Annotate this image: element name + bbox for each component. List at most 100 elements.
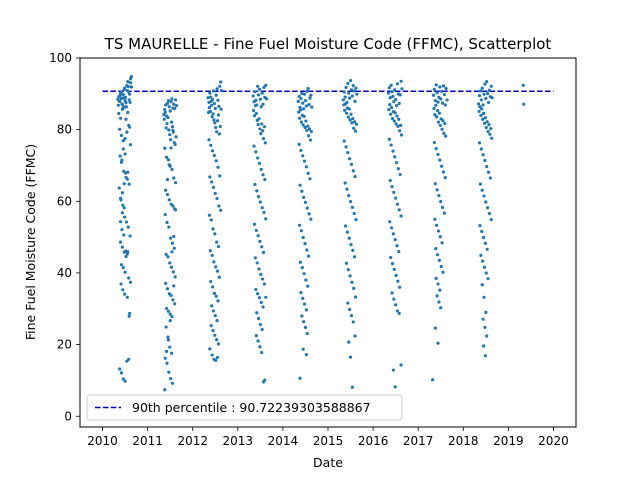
data-point — [345, 230, 349, 234]
data-point — [120, 228, 124, 232]
data-point — [167, 198, 171, 202]
data-point — [442, 131, 446, 135]
data-point — [351, 116, 355, 121]
data-point — [351, 83, 355, 88]
data-point — [393, 111, 397, 115]
data-point — [216, 299, 220, 303]
data-point — [123, 86, 127, 90]
data-point — [214, 358, 218, 362]
x-tick-label: 2017 — [403, 434, 434, 448]
data-point — [171, 128, 175, 132]
data-point — [344, 261, 349, 265]
data-point — [397, 208, 401, 212]
data-point — [214, 294, 218, 298]
data-point — [436, 282, 440, 286]
data-point — [352, 126, 356, 130]
data-point — [353, 174, 357, 179]
data-point — [169, 138, 173, 142]
data-point — [482, 265, 487, 269]
data-point — [121, 147, 125, 151]
data-point — [165, 220, 169, 225]
data-point — [346, 268, 350, 272]
data-point — [438, 288, 442, 292]
data-point — [439, 264, 443, 269]
data-point — [211, 89, 216, 93]
data-point — [119, 282, 123, 286]
data-point — [128, 311, 132, 316]
data-point — [208, 175, 212, 179]
x-tick-label: 2011 — [132, 434, 163, 448]
data-point — [303, 125, 307, 130]
data-point — [391, 94, 395, 98]
data-point — [165, 287, 170, 291]
data-point — [481, 103, 485, 107]
data-point — [254, 228, 258, 232]
data-point — [300, 265, 304, 270]
data-point — [394, 97, 398, 102]
data-point — [255, 261, 259, 265]
data-point — [480, 188, 484, 192]
data-point — [169, 100, 173, 104]
data-point — [127, 98, 131, 102]
data-point — [477, 109, 481, 113]
data-point — [261, 129, 265, 133]
data-point — [256, 316, 261, 321]
data-point — [260, 350, 264, 355]
data-point — [216, 244, 221, 249]
data-point — [164, 325, 168, 329]
x-tick-label: 2012 — [177, 434, 208, 448]
data-point — [393, 238, 397, 242]
data-point — [395, 309, 400, 313]
data-point — [444, 134, 448, 138]
legend-box — [86, 394, 403, 421]
data-point — [260, 206, 264, 210]
data-point — [258, 239, 262, 244]
data-point — [257, 117, 261, 121]
data-point — [485, 247, 489, 251]
data-point — [484, 125, 488, 130]
data-point — [128, 92, 132, 96]
data-point — [309, 129, 313, 134]
data-point — [254, 150, 258, 154]
y-tick-label: 40 — [57, 266, 72, 280]
data-point — [478, 89, 483, 93]
series-5 — [341, 78, 359, 389]
data-point — [254, 111, 258, 116]
x-tick-label: 2019 — [493, 434, 524, 448]
data-point — [212, 118, 216, 122]
data-point — [126, 85, 130, 89]
data-point — [117, 111, 121, 116]
data-point — [437, 193, 441, 198]
data-point — [167, 225, 171, 229]
data-point — [307, 254, 311, 258]
data-point — [168, 319, 172, 323]
data-point — [164, 155, 169, 159]
data-point — [391, 368, 395, 372]
data-point — [437, 111, 441, 115]
data-point — [262, 282, 267, 286]
data-point — [212, 101, 216, 106]
series-4 — [296, 86, 314, 380]
data-point — [399, 363, 403, 367]
data-point — [395, 82, 400, 86]
data-point — [166, 158, 170, 162]
data-point — [439, 306, 443, 310]
data-point — [169, 377, 173, 381]
data-point — [353, 255, 357, 259]
data-point — [348, 355, 353, 359]
data-point — [118, 127, 122, 131]
data-point — [173, 181, 178, 185]
data-point — [209, 218, 213, 222]
data-point — [477, 102, 481, 106]
data-point — [170, 97, 174, 101]
data-point — [389, 112, 393, 116]
data-point — [302, 272, 306, 276]
data-point — [173, 142, 177, 146]
data-point — [167, 163, 171, 167]
data-point — [392, 100, 396, 104]
data-point — [259, 167, 263, 172]
data-point — [210, 304, 214, 308]
data-point — [129, 85, 133, 89]
data-point — [166, 309, 170, 313]
data-point — [300, 189, 304, 193]
